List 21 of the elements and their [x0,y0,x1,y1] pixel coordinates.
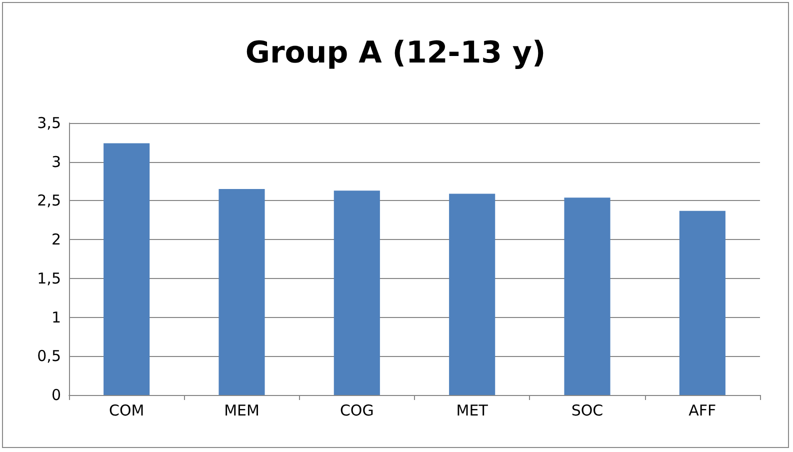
x-tick-label: SOC [571,402,604,420]
x-tick-label: COG [340,402,374,420]
bar [679,210,726,395]
y-tick-label: 1 [51,308,61,326]
x-tick-label: MEM [224,402,260,420]
y-tick-label: 0 [51,386,61,404]
bar [334,190,380,395]
y-tick-label: 2,5 [37,192,61,210]
x-tick-label: MET [456,402,489,420]
bar [449,194,496,395]
x-tick-label: COM [108,402,144,420]
y-tick-label: 3 [51,152,61,171]
y-tick-label: 3,5 [37,114,61,132]
x-tick-label: AFF [688,402,716,420]
y-tick-label: 0,5 [37,347,61,366]
bar [564,198,610,395]
bar [218,189,265,395]
bar [104,143,150,395]
y-tick-label: 2 [51,230,61,249]
y-tick-label: 1,5 [37,269,61,288]
chart-title: Group A (12-13 y) [245,36,546,70]
